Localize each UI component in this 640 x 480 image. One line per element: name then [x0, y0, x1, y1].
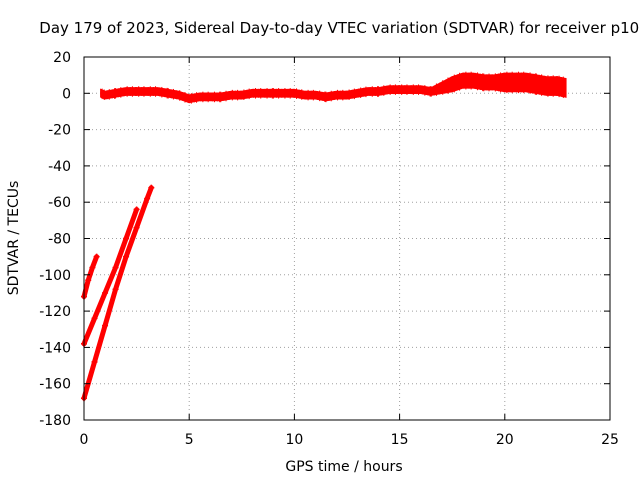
- y-tick-label: 20: [53, 50, 71, 66]
- y-tick-label: -180: [39, 413, 71, 429]
- series-line: [81, 254, 100, 300]
- x-tick-label: 20: [496, 432, 514, 448]
- series-line: [81, 185, 154, 401]
- series-line: [81, 206, 140, 347]
- x-tick-label: 15: [391, 432, 409, 448]
- y-axis-label: SDTVAR / TECUs: [6, 181, 22, 296]
- y-tick-label: -120: [39, 304, 71, 320]
- y-tick-label: -20: [48, 123, 71, 139]
- y-tick-label: -100: [39, 268, 71, 284]
- y-tick-label: -60: [48, 195, 71, 211]
- x-tick-label: 25: [601, 432, 619, 448]
- y-tick-label: 0: [62, 86, 71, 102]
- y-tick-label: -40: [48, 159, 71, 175]
- axis-ticks: 20 0 -20 -40 -60 -80 -100 -120 -140 -160 -180 0 5 10 1…: [39, 50, 619, 448]
- data-series: [81, 71, 567, 402]
- chart-title: Day 179 of 2023, Sidereal Day-to-day VTE…: [39, 19, 640, 37]
- x-tick-label: 5: [185, 432, 194, 448]
- y-tick-label: -80: [48, 232, 71, 248]
- x-axis-label: GPS time / hours: [285, 459, 402, 475]
- series-main-band: [100, 71, 567, 104]
- x-tick-label: 0: [80, 432, 89, 448]
- y-tick-label: -140: [39, 340, 71, 356]
- x-tick-label: 10: [285, 432, 303, 448]
- grid-lines: [84, 57, 610, 420]
- series-ramp-3: [81, 184, 155, 402]
- plot-frame: [83, 56, 611, 421]
- y-tick-label: -160: [39, 377, 71, 393]
